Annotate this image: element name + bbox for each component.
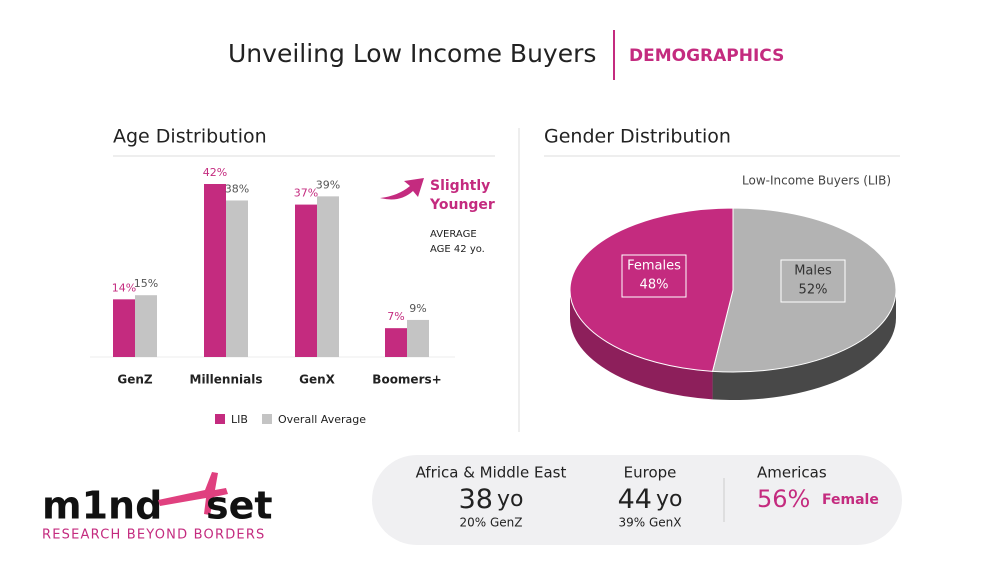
pie-side <box>712 290 897 400</box>
value-label: 39% <box>316 178 340 191</box>
age-value: 44 <box>618 484 652 515</box>
x-tick-label: Boomers+ <box>372 373 441 387</box>
bar <box>204 184 226 357</box>
arrow-icon <box>380 178 424 200</box>
annotation-note: AVERAGE <box>430 229 477 240</box>
age-title: Age Distribution <box>113 126 267 148</box>
bar <box>407 319 429 357</box>
page-title: Unveiling Low Income Buyers <box>228 39 596 68</box>
x-tick-label: Millennials <box>190 373 263 387</box>
pie-category: Females <box>627 259 681 274</box>
bar <box>135 295 157 357</box>
pie-label-box <box>621 254 687 298</box>
annotation-highlight: Slightly <box>430 178 490 194</box>
pie-subtitle: Low-Income Buyers (LIB) <box>742 174 891 188</box>
region-share: 56% <box>757 485 810 513</box>
legend-label: LIB <box>231 413 248 426</box>
legend-label: Overall Average <box>278 413 366 426</box>
gender-title: Gender Distribution <box>544 126 731 148</box>
pie-value-label: 52% <box>799 283 828 298</box>
region-note: 20% GenZ <box>460 516 523 530</box>
logo-right: set <box>206 484 273 528</box>
age-unit: yo <box>497 487 523 512</box>
value-label: 42% <box>203 166 227 179</box>
region-name: Americas <box>757 464 827 482</box>
logo-tagline: RESEARCH BEYOND BORDERS <box>42 528 266 543</box>
pie-side <box>570 290 713 400</box>
legend-swatch <box>215 414 225 424</box>
region-age: 38 yo <box>459 484 524 515</box>
pie-value-label: 48% <box>640 278 669 293</box>
logo-plane <box>158 472 228 515</box>
section-label: DEMOGRAPHICS <box>629 46 784 66</box>
x-tick-label: GenX <box>299 373 336 387</box>
x-tick-label: GenZ <box>117 373 153 387</box>
pie-slice <box>711 207 897 373</box>
age-value: 38 <box>459 484 493 515</box>
value-label: 37% <box>294 187 318 200</box>
bar <box>385 328 407 357</box>
value-label: 15% <box>134 277 158 290</box>
region-share-label: Female <box>822 492 879 508</box>
value-label: 9% <box>409 302 426 315</box>
value-label: 38% <box>225 182 249 195</box>
region-panel <box>372 455 902 545</box>
pie-label-box <box>780 259 846 303</box>
region-name: Africa & Middle East <box>416 464 567 482</box>
value-label: 7% <box>387 310 404 323</box>
bar <box>226 200 248 357</box>
annotation-note: AGE 42 yo. <box>430 244 485 255</box>
bar <box>317 196 339 357</box>
pie-slice <box>569 207 734 372</box>
logo-left: m1nd <box>42 484 162 528</box>
region-name: Europe <box>624 464 677 482</box>
bar <box>295 204 317 357</box>
annotation-highlight: Younger <box>429 197 495 213</box>
legend-swatch <box>262 414 272 424</box>
region-note: 39% GenX <box>619 516 682 530</box>
bar <box>113 299 135 357</box>
pie-category: Males <box>794 264 832 279</box>
region-age: 44 yo <box>618 484 683 515</box>
value-label: 14% <box>112 281 136 294</box>
age-unit: yo <box>656 487 682 512</box>
